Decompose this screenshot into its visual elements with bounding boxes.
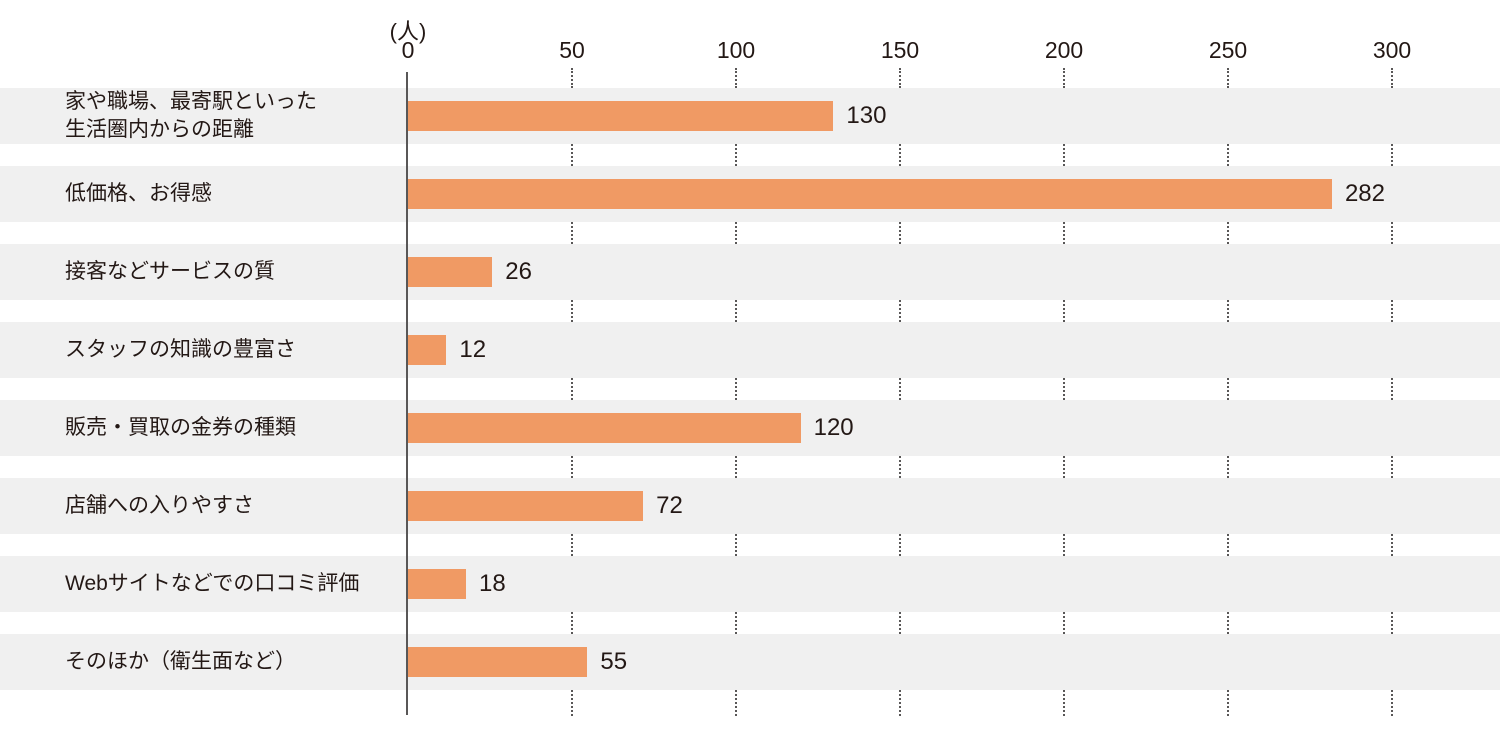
gridline-dotted bbox=[1227, 144, 1229, 166]
gridline-dotted bbox=[1227, 68, 1229, 88]
gridline-dotted bbox=[571, 300, 573, 322]
gridline-dotted bbox=[899, 144, 901, 166]
gridline-dotted bbox=[571, 690, 573, 716]
chart-row: 販売・買取の金券の種類 120 bbox=[0, 400, 1500, 456]
gridline-dotted bbox=[1063, 612, 1065, 634]
gridline-dotted bbox=[1391, 300, 1393, 322]
gridline-dotted bbox=[1063, 456, 1065, 478]
gridline-dotted bbox=[571, 378, 573, 400]
chart-row: 家や職場、最寄駅といった 生活圏内からの距離 130 bbox=[0, 88, 1500, 144]
category-label: そのほか（衛生面など） bbox=[65, 650, 296, 673]
gridline-dotted bbox=[571, 222, 573, 244]
category-label: 家や職場、最寄駅といった 生活圏内からの距離 bbox=[65, 90, 317, 141]
x-tick-label: 300 bbox=[1372, 37, 1412, 63]
x-tick-label: 50 bbox=[559, 37, 585, 63]
gridline-dotted bbox=[735, 690, 737, 716]
category-label: 接客などサービスの質 bbox=[65, 260, 275, 283]
gridline-dotted bbox=[735, 612, 737, 634]
category-label: 店舗への入りやすさ bbox=[65, 494, 254, 517]
gridline-dotted bbox=[1391, 534, 1393, 556]
gridline-dotted bbox=[1227, 690, 1229, 716]
gridline-dotted bbox=[735, 144, 737, 166]
gridline-dotted bbox=[1063, 222, 1065, 244]
axis-unit-label: (人) bbox=[389, 19, 427, 44]
y-axis-line bbox=[406, 72, 408, 715]
chart-row: 低価格、お得感 282 bbox=[0, 166, 1500, 222]
bar bbox=[407, 101, 834, 131]
gridline-dotted bbox=[735, 222, 737, 244]
value-label: 26 bbox=[505, 258, 532, 285]
category-label: 販売・買取の金券の種類 bbox=[65, 416, 296, 439]
value-label: 130 bbox=[846, 102, 887, 129]
x-tick-label: 100 bbox=[716, 37, 756, 63]
chart-row: そのほか（衛生面など） 55 bbox=[0, 634, 1500, 690]
gridline-dotted bbox=[1391, 456, 1393, 478]
gridline-dotted bbox=[899, 68, 901, 88]
gridline-dotted bbox=[1227, 300, 1229, 322]
x-tick-label: 250 bbox=[1208, 37, 1248, 63]
bar bbox=[407, 335, 447, 365]
x-tick-label: 150 bbox=[880, 37, 920, 63]
gridline-dotted bbox=[571, 612, 573, 634]
gridline-dotted bbox=[1391, 690, 1393, 716]
gridline-dotted bbox=[899, 378, 901, 400]
gridline-dotted bbox=[1063, 144, 1065, 166]
gridline-dotted bbox=[899, 534, 901, 556]
category-label: 低価格、お得感 bbox=[65, 182, 212, 205]
gridline-dotted bbox=[735, 68, 737, 88]
gridline-dotted bbox=[1391, 612, 1393, 634]
category-label: スタッフの知識の豊富さ bbox=[65, 338, 296, 361]
value-label: 72 bbox=[656, 492, 683, 519]
category-label: Webサイトなどでの口コミ評価 bbox=[65, 572, 360, 595]
bar bbox=[407, 179, 1332, 209]
gridline-dotted bbox=[571, 534, 573, 556]
gridline-dotted bbox=[1227, 378, 1229, 400]
gridline-dotted bbox=[1227, 222, 1229, 244]
gridline-dotted bbox=[735, 534, 737, 556]
chart-row: 店舗への入りやすさ 72 bbox=[0, 478, 1500, 534]
gridline-dotted bbox=[1391, 222, 1393, 244]
chart-row: スタッフの知識の豊富さ 12 bbox=[0, 322, 1500, 378]
value-label: 55 bbox=[600, 648, 628, 675]
gridline-dotted bbox=[899, 612, 901, 634]
chart-row: 接客などサービスの質 26 bbox=[0, 244, 1500, 300]
gridline-dotted bbox=[1063, 534, 1065, 556]
value-label: 120 bbox=[813, 414, 854, 441]
bar bbox=[407, 491, 644, 521]
gridline-dotted bbox=[1227, 612, 1229, 634]
gridline-dotted bbox=[571, 144, 573, 166]
gridline-dotted bbox=[735, 456, 737, 478]
bar bbox=[407, 569, 467, 599]
gridline-dotted bbox=[1391, 144, 1393, 166]
x-tick-label: 0 bbox=[401, 37, 415, 63]
gridline-dotted bbox=[571, 68, 573, 88]
gridline-dotted bbox=[1063, 690, 1065, 716]
gridline-dotted bbox=[1391, 68, 1393, 88]
gridline-dotted bbox=[899, 222, 901, 244]
bar bbox=[407, 413, 801, 443]
x-tick-label: 200 bbox=[1044, 37, 1084, 63]
gridline-dotted bbox=[899, 300, 901, 322]
gridline-dotted bbox=[1063, 300, 1065, 322]
gridline-dotted bbox=[1227, 456, 1229, 478]
gridline-dotted bbox=[899, 690, 901, 716]
gridline-dotted bbox=[735, 300, 737, 322]
gridline-dotted bbox=[1391, 378, 1393, 400]
gridline-dotted bbox=[1227, 534, 1229, 556]
value-label: 12 bbox=[459, 336, 487, 363]
gridline-dotted bbox=[1063, 378, 1065, 400]
gridline-dotted bbox=[735, 378, 737, 400]
gridline-dotted bbox=[1063, 68, 1065, 88]
gridline-dotted bbox=[571, 456, 573, 478]
chart-row: Webサイトなどでの口コミ評価 18 bbox=[0, 556, 1500, 612]
value-label: 282 bbox=[1344, 180, 1385, 207]
bar bbox=[407, 647, 588, 677]
value-label: 18 bbox=[479, 570, 506, 597]
gridline-dotted bbox=[899, 456, 901, 478]
bar bbox=[407, 257, 493, 287]
